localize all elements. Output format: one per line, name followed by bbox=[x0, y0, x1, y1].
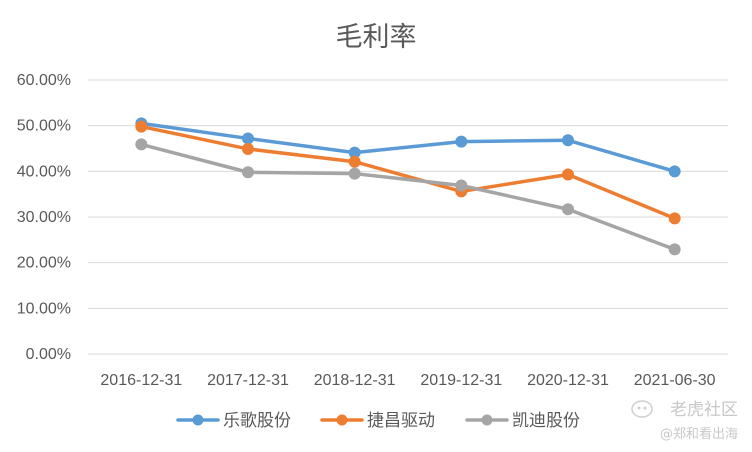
data-point bbox=[348, 155, 361, 168]
legend-label: 乐歌股份 bbox=[223, 411, 291, 431]
x-tick-label: 2021-06-30 bbox=[634, 372, 716, 389]
y-tick-label: 50.00% bbox=[17, 118, 71, 135]
watermark-brand: 老虎社区 bbox=[670, 400, 738, 420]
y-tick-label: 30.00% bbox=[17, 209, 71, 226]
watermark-logo-icon bbox=[631, 400, 653, 418]
series-line bbox=[139, 124, 677, 221]
watermark-handle: @郑和看出海 bbox=[660, 426, 738, 442]
data-point bbox=[455, 179, 468, 192]
data-point bbox=[562, 168, 574, 181]
x-tick-label: 2016-12-31 bbox=[100, 372, 182, 389]
x-tick-label: 2018-12-31 bbox=[314, 372, 396, 389]
series-markers bbox=[135, 117, 681, 256]
data-point bbox=[135, 138, 148, 151]
data-point bbox=[242, 166, 254, 179]
y-tick-label: 20.00% bbox=[17, 255, 71, 272]
legend-swatch-marker bbox=[192, 414, 204, 426]
data-point bbox=[562, 203, 574, 216]
data-point bbox=[348, 167, 361, 180]
y-tick-label: 40.00% bbox=[17, 163, 71, 180]
gridlines bbox=[88, 79, 728, 355]
series-line bbox=[139, 142, 677, 252]
data-point bbox=[135, 120, 148, 133]
watermark: 老虎社区 @郑和看出海 bbox=[631, 400, 738, 442]
x-tick-label: 2020-12-31 bbox=[527, 372, 609, 389]
data-point bbox=[562, 134, 574, 147]
data-point bbox=[242, 142, 254, 155]
data-point bbox=[455, 135, 468, 148]
x-tick-label: 2017-12-31 bbox=[207, 372, 289, 389]
y-tick-label: 60.00% bbox=[17, 72, 71, 89]
legend-swatch-marker bbox=[336, 414, 348, 426]
chart-title: 毛利率 bbox=[336, 22, 417, 53]
series-lines bbox=[139, 121, 677, 252]
y-tick-label: 0.00% bbox=[26, 346, 71, 363]
x-tick-label: 2019-12-31 bbox=[420, 372, 502, 389]
x-axis-tick-labels: 2016-12-31 2017-12-31 2018-12-31 2019-12-31… bbox=[100, 372, 715, 389]
data-point bbox=[668, 212, 681, 225]
legend: 乐歌股份 捷昌驱动 凯迪股份 bbox=[176, 411, 580, 431]
y-axis-tick-labels: 0.00% 10.00% 20.00% 30.00% 40.00% 50.00% 60.00… bbox=[17, 72, 71, 363]
legend-label: 凯迪股份 bbox=[512, 411, 580, 431]
data-point bbox=[668, 243, 681, 256]
legend-swatch-marker bbox=[481, 414, 493, 426]
data-point bbox=[668, 165, 681, 178]
series-line bbox=[139, 121, 677, 174]
data-point bbox=[242, 132, 254, 145]
legend-label: 捷昌驱动 bbox=[367, 411, 435, 431]
y-tick-label: 10.00% bbox=[17, 300, 71, 317]
